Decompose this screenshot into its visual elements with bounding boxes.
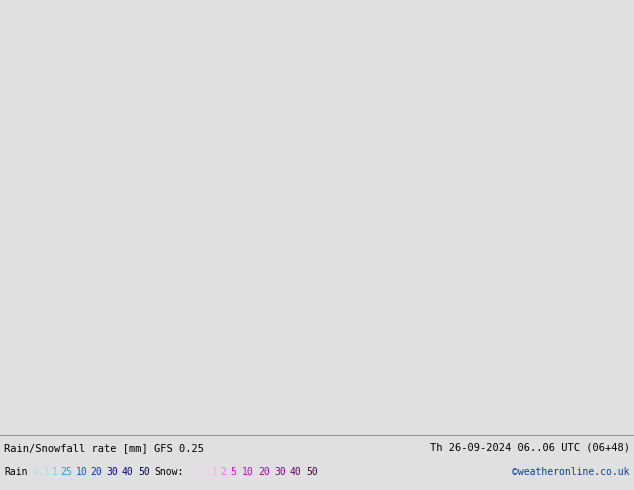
Text: Snow:: Snow: (154, 467, 183, 477)
Text: 1: 1 (212, 467, 218, 477)
Text: 20: 20 (258, 467, 269, 477)
Text: 40: 40 (290, 467, 302, 477)
Text: ©weatheronline.co.uk: ©weatheronline.co.uk (512, 467, 630, 477)
Text: Th 26-09-2024 06..06 UTC (06+48): Th 26-09-2024 06..06 UTC (06+48) (430, 443, 630, 453)
Text: 10: 10 (242, 467, 254, 477)
Text: 10: 10 (76, 467, 87, 477)
Text: 30: 30 (274, 467, 286, 477)
Text: 0.1: 0.1 (192, 467, 210, 477)
Text: Rain/Snowfall rate [mm] GFS 0.25: Rain/Snowfall rate [mm] GFS 0.25 (4, 443, 204, 453)
Text: 25: 25 (60, 467, 72, 477)
Text: 20: 20 (90, 467, 101, 477)
Text: 1: 1 (52, 467, 58, 477)
Text: 50: 50 (138, 467, 150, 477)
Text: 50: 50 (306, 467, 318, 477)
Text: 5: 5 (230, 467, 236, 477)
Text: 2: 2 (220, 467, 226, 477)
Text: 0.1: 0.1 (32, 467, 49, 477)
Text: 30: 30 (106, 467, 118, 477)
Text: 40: 40 (122, 467, 134, 477)
Text: Rain: Rain (4, 467, 27, 477)
